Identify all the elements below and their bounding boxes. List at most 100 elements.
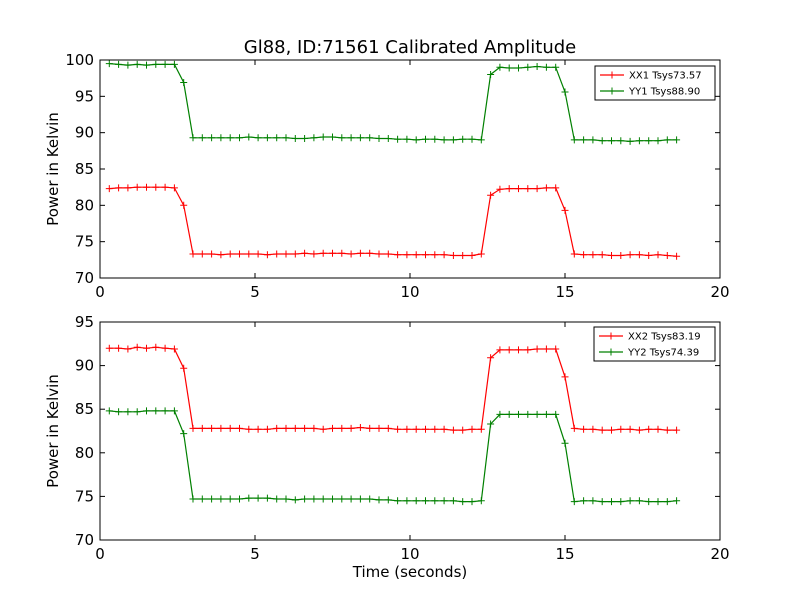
data-point (170, 345, 178, 353)
data-point (552, 410, 560, 418)
series-2 (105, 60, 681, 145)
data-point (412, 251, 420, 259)
data-point (198, 424, 206, 432)
data-point (152, 183, 160, 191)
y-tick-label: 85 (75, 400, 94, 418)
data-point (645, 425, 653, 433)
data-point (133, 183, 141, 191)
data-point (161, 344, 169, 352)
data-point (384, 250, 392, 258)
data-point (236, 250, 243, 258)
data-point (115, 184, 123, 192)
data-point (524, 185, 532, 193)
data-point (161, 407, 169, 415)
data-point (356, 495, 364, 503)
data-point (217, 424, 225, 432)
data-point (189, 134, 197, 142)
data-point (133, 60, 141, 68)
data-point (542, 63, 550, 71)
data-point (505, 410, 513, 418)
data-point (310, 495, 318, 503)
data-point (338, 424, 346, 432)
data-point (542, 184, 550, 192)
y-tick-label: 100 (65, 51, 94, 69)
x-axis-label: Time (seconds) (352, 563, 468, 581)
y-tick-label: 80 (75, 196, 94, 214)
data-point (533, 345, 541, 353)
data-point (580, 497, 588, 505)
data-point (282, 495, 290, 503)
data-point (105, 344, 113, 352)
data-point (673, 426, 681, 434)
data-point (319, 425, 327, 433)
data-point (273, 134, 281, 142)
data-point (366, 249, 374, 257)
data-point (198, 250, 206, 258)
x-tick-label: 10 (400, 545, 419, 563)
data-point (412, 136, 420, 144)
data-point (422, 425, 429, 433)
data-point (608, 137, 615, 145)
data-point (310, 250, 318, 258)
data-point (645, 252, 653, 259)
top-chart: 0 5 10 15 20 70 75 80 85 90 95 100 Power in Kelvin XX… (44, 51, 730, 301)
data-point (673, 497, 681, 505)
data-point (626, 137, 634, 145)
data-point (496, 346, 504, 354)
y-tick-label: 80 (75, 444, 94, 462)
data-point (635, 497, 643, 505)
data-point (431, 497, 439, 505)
data-point (319, 133, 327, 141)
data-point (375, 424, 383, 432)
data-point (245, 133, 253, 141)
y-tick-label: 70 (75, 269, 94, 287)
data-point (254, 250, 262, 258)
y-tick-label: 95 (75, 313, 94, 331)
data-point (115, 344, 123, 352)
data-point (403, 497, 411, 505)
legend-label: YY1 Tsys88.90 (628, 87, 700, 98)
data-point (170, 60, 178, 68)
data-point (152, 343, 160, 351)
data-point (105, 407, 113, 415)
data-point (124, 184, 132, 192)
data-point (366, 495, 374, 503)
data-point (487, 354, 495, 362)
x-tick-label: 5 (250, 283, 260, 301)
data-point (570, 498, 578, 506)
data-point (580, 251, 588, 259)
data-point (412, 497, 420, 505)
y-tick-label: 75 (75, 233, 94, 251)
data-point (347, 250, 355, 258)
data-point (552, 63, 560, 71)
data-point (608, 252, 615, 259)
legend-marker (607, 348, 615, 356)
y-tick-label: 75 (75, 487, 94, 505)
data-point (133, 343, 141, 351)
data-point (608, 498, 615, 506)
data-point (477, 425, 485, 433)
data-point (226, 134, 234, 142)
y-tick-label: 90 (75, 357, 94, 375)
data-point (524, 63, 532, 71)
data-point (394, 425, 402, 433)
data-point (533, 185, 541, 193)
data-point (356, 424, 364, 431)
data-point (487, 420, 495, 428)
x-tick-label: 5 (250, 545, 260, 563)
data-point (422, 497, 429, 505)
data-point (477, 136, 485, 144)
y-tick-label: 85 (75, 160, 94, 178)
data-point (236, 495, 243, 503)
data-point (143, 407, 150, 415)
data-point (115, 60, 123, 68)
data-point (263, 494, 271, 502)
data-point (524, 410, 532, 418)
data-point (375, 135, 383, 142)
data-point (505, 185, 513, 193)
legend-entry: XX2 Tsys83.19 (599, 332, 701, 343)
x-tick-label: 15 (555, 545, 574, 563)
data-point (440, 425, 448, 433)
data-point (608, 426, 615, 434)
x-tick-label: 20 (710, 545, 729, 563)
